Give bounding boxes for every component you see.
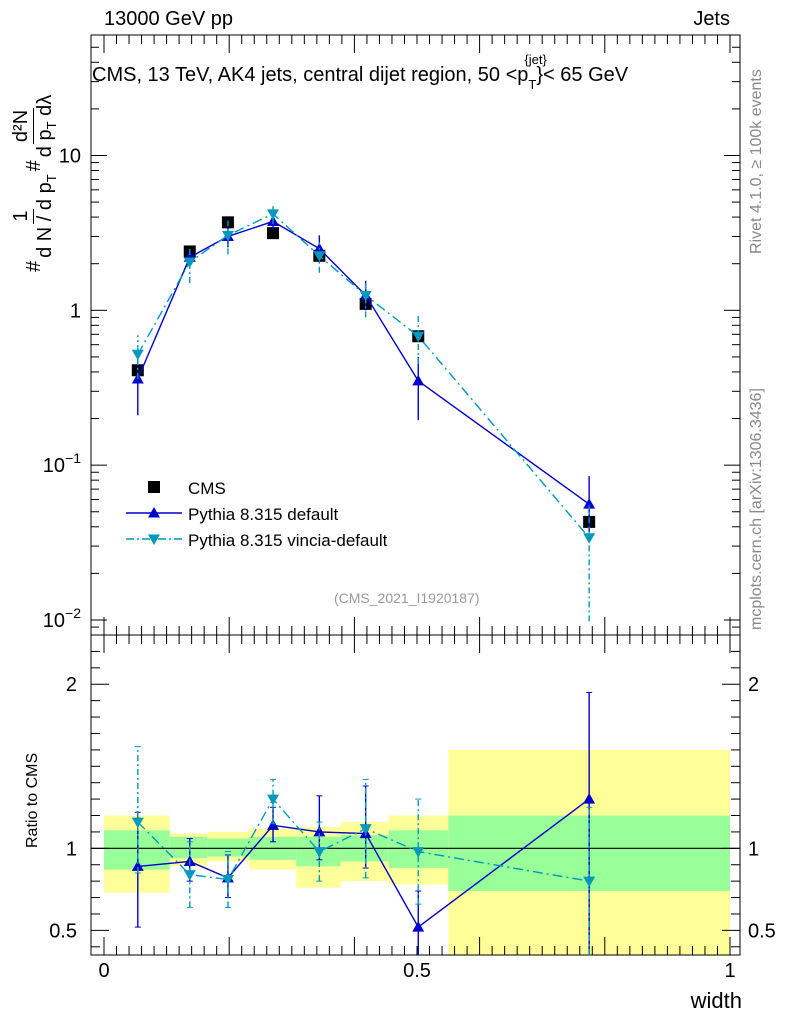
- pythia-8-315-vincia-default-marker: [131, 349, 144, 361]
- ylabel-deriv-den: d p: [34, 129, 56, 158]
- ratio-frame: [90, 634, 741, 956]
- ratio-pythia-8-315-vincia-default-marker: [131, 817, 144, 829]
- ratio-pythia-8-315-vincia-default-marker: [359, 824, 372, 835]
- ratio-green-band: [207, 838, 250, 857]
- ratio-xtick-label: 1: [724, 960, 735, 982]
- category-label: Jets: [693, 8, 730, 30]
- x-axis-label: width: [690, 988, 742, 1013]
- pythia-8-315-vincia-default-line: [137, 212, 590, 539]
- ratio-pythia-8-315-default-marker: [313, 825, 326, 837]
- ratio-pythia-8-315-vincia-default-marker: [221, 875, 234, 886]
- ratio-pythia-8-315-vincia-default-marker: [313, 847, 326, 858]
- main-ytick-label: 10−1: [43, 450, 81, 477]
- pythia-8-315-vincia-default-marker: [183, 257, 196, 269]
- pythia-8-315-vincia-default-marker: [583, 533, 596, 544]
- ratio-axes: 0 0.5 1 0.5 0.5 1 1 2 2: [49, 634, 776, 982]
- ratio-pythia-8-315-vincia-default-marker: [267, 794, 280, 806]
- ylabel-deriv-den-end: dλ: [34, 94, 56, 116]
- legend-vincia-marker: [148, 534, 160, 545]
- plot-title: CMS, 13 TeV, AK4 jets, central dijet reg…: [92, 52, 629, 92]
- cms-data-point: [267, 227, 280, 240]
- ylabel-frac-den-sub: T: [44, 174, 59, 183]
- ratio-green-band: [169, 836, 208, 859]
- ratio-pythia-8-315-default-line: [137, 798, 590, 929]
- ratio-pythia-8-315-vincia-default-line: [137, 797, 590, 882]
- ylabel-frac-num: 1: [10, 208, 34, 224]
- ratio-ytick-label: 0.5: [49, 920, 77, 942]
- pythia-8-315-vincia-default-marker: [221, 230, 234, 242]
- ylabel-fraction: 1 d N / d pT: [10, 174, 59, 258]
- ratio-ytick-label-right: 0.5: [748, 920, 776, 942]
- analysis-watermark: (CMS_2021_I1920187): [334, 590, 480, 606]
- ratio-ytick-label-right: 2: [748, 674, 759, 696]
- ytick-exponent: −1: [65, 450, 81, 466]
- main-ylabel: # 1 d N / d pT # d²N d pT dλ: [10, 92, 59, 272]
- pythia-8-315-vincia-default-marker: [267, 209, 280, 220]
- main-ytick-label: 10: [59, 145, 81, 167]
- ytick-exponent: −2: [65, 605, 81, 621]
- main-ytick-label: 10−2: [43, 605, 81, 632]
- plot-title-sub: T: [528, 77, 537, 92]
- main-ytick-label: 1: [70, 300, 81, 322]
- legend-cms-marker: [148, 481, 160, 493]
- ylabel-frac-den: d N / d p: [34, 182, 56, 258]
- plot-title-sup: {jet}: [524, 52, 547, 67]
- pythia-8-315-vincia-default-marker: [359, 290, 372, 302]
- rivet-label: Rivet 4.1.0, ≥ 100k events: [748, 69, 765, 254]
- main-series: [131, 206, 596, 622]
- ratio-ylabel: Ratio to CMS: [24, 752, 41, 848]
- ratio-pythia-8-315-default-marker: [412, 921, 425, 932]
- legend-vincia-label: Pythia 8.315 vincia-default: [188, 531, 388, 550]
- ratio-ytick-label-right: 1: [748, 838, 759, 860]
- ylabel-deriv-num: d²N: [10, 107, 34, 145]
- pythia-8-315-default-marker: [583, 498, 596, 509]
- legend-default-marker: [148, 507, 160, 518]
- ylabel-lead2: #: [23, 160, 45, 172]
- plot-title-main: CMS, 13 TeV, AK4 jets, central dijet reg…: [92, 64, 529, 86]
- ratio-pythia-8-315-default-marker: [583, 793, 596, 804]
- pythia-8-315-default-line: [137, 220, 590, 505]
- ylabel-lead: #: [23, 260, 45, 272]
- ratio-pythia-8-315-vincia-default-marker: [183, 870, 196, 881]
- energy-label: 13000 GeV pp: [104, 8, 233, 30]
- ylabel-deriv-den-sub: T: [44, 121, 59, 130]
- ratio-pythia-8-315-vincia-default-marker: [583, 876, 596, 888]
- ytick-base: 10: [43, 610, 65, 632]
- legend: CMS Pythia 8.315 default Pythia 8.315 vinc…: [126, 479, 388, 550]
- plot-title-end: }< 65 GeV: [536, 64, 629, 86]
- ratio-xtick-label: 0.5: [403, 960, 431, 982]
- legend-cms-label: CMS: [188, 479, 226, 498]
- ratio-pythia-8-315-vincia-default-marker: [412, 847, 425, 858]
- ytick-base: 10: [43, 455, 65, 477]
- mcplots-label: mcplots.cern.ch [arXiv:1306.3436]: [748, 388, 765, 630]
- ratio-pythia-8-315-default-marker: [131, 860, 144, 871]
- ratio-series: [131, 691, 596, 955]
- ratio-pythia-8-315-default-marker: [267, 819, 280, 830]
- legend-default-label: Pythia 8.315 default: [188, 505, 339, 524]
- pythia-8-315-vincia-default-marker: [313, 251, 326, 262]
- pythia-8-315-vincia-default-marker: [412, 331, 425, 343]
- ratio-ytick-label: 2: [66, 674, 77, 696]
- pythia-8-315-default-marker: [412, 374, 425, 386]
- ratio-xtick-label: 0: [98, 960, 109, 982]
- ratio-ytick-label: 1: [66, 838, 77, 860]
- ylabel-derivative: d²N d pT dλ: [10, 95, 59, 157]
